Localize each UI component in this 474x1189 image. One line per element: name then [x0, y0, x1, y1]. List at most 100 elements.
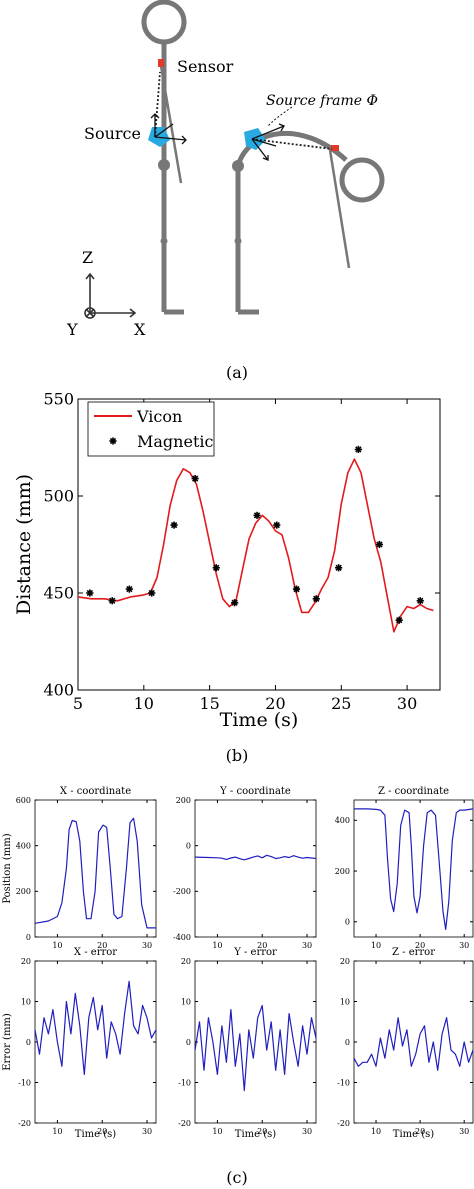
chart-c6-ytick-label: 0	[345, 1038, 350, 1047]
label-sensor: Sensor	[177, 57, 234, 76]
label-source-frame: Source frame Φ	[266, 93, 378, 109]
chart-b-magnetic-point	[416, 597, 424, 605]
chart-c6-ytick-label: 20	[340, 957, 350, 966]
right-figure-arm	[328, 149, 351, 269]
chart-c2-ytick-label: -400	[173, 933, 191, 942]
chart-c4-ytick-label: 10	[21, 997, 31, 1006]
chart-c4-ytick-label: 20	[21, 957, 31, 966]
chart-c2-plot-frame	[194, 799, 317, 938]
chart-c2-xtick-label: 30	[302, 941, 312, 950]
axis-label-y: Y	[66, 320, 78, 339]
chart-b-magnetic-point-stroke	[231, 599, 238, 606]
chart-c4-ytick-label: -20	[18, 1119, 31, 1128]
right-figure-head	[339, 157, 385, 203]
chart-c4-ytick-label: 0	[26, 1038, 31, 1047]
chart-b-magnetic-point	[375, 540, 384, 549]
chart-c1-xtick-label: 30	[142, 941, 152, 950]
chart-b-magnetic-point-stroke	[273, 521, 280, 529]
chart-b-ylabel: Distance (mm)	[13, 474, 35, 615]
chart-b-magnetic-point	[292, 585, 301, 593]
right-sensor-marker	[331, 145, 339, 151]
label-source: Source	[84, 124, 141, 143]
chart-b-magnetic-point-stroke	[148, 589, 155, 597]
left-figure-knee-joint	[160, 237, 168, 245]
chart-c3-plot-frame	[353, 799, 474, 938]
chart-c5-xtick-label: 30	[302, 1127, 312, 1136]
chart-b-magnetic-point-stroke	[86, 589, 94, 597]
axis-label-x: X	[134, 320, 146, 339]
chart-c3-title: Z - coordinate	[378, 786, 449, 797]
chart-b-magnetic-point	[125, 585, 133, 593]
chart-c3-ytick-label: 400	[335, 816, 350, 825]
chart-c4-title: X - error	[74, 947, 117, 958]
chart-b-magnetic-point-stroke	[335, 564, 342, 571]
chart-c4-xlabel: Time (s)	[75, 1129, 116, 1140]
right-source-marker	[244, 128, 266, 150]
chart-b-magnetic-point-stroke	[213, 564, 220, 571]
chart-b-magnetic-point-stroke	[253, 512, 261, 519]
chart-b-xtick-label: 5	[73, 694, 83, 713]
chart-c4-ytick-label: -10	[18, 1078, 31, 1087]
chart-c4-series-line	[34, 980, 157, 1076]
chart-b-magnetic-point-stroke	[417, 597, 424, 604]
chart-c3-xtick-label: 20	[415, 941, 425, 950]
chart-c5-ytick-label: 0	[186, 1038, 191, 1047]
chart-c6-plot-frame	[353, 960, 474, 1124]
chart-b-xtick-label: 20	[265, 694, 285, 713]
chart-c3-ytick-label: 200	[335, 867, 350, 876]
panel-a-diagram: Sensor Source Source frame Φ Z X Y (a)	[66, 0, 385, 382]
chart-b-magnetic-point-stroke	[170, 521, 178, 529]
chart-b-legend-label-vicon: Vicon	[136, 407, 182, 426]
chart-c2-series-line	[194, 854, 317, 861]
panel-b-chart: 5 10 15 20 25 30 400 450 500 550 Time (s) Distance …	[13, 390, 441, 731]
chart-c3-xtick-label: 30	[459, 941, 469, 950]
left-figure-head	[141, 0, 187, 45]
chart-b-series-line-vicon	[77, 458, 434, 633]
chart-c5-series-line	[194, 1004, 317, 1092]
chart-b-magnetic-point	[312, 595, 320, 603]
chart-b-magnetic-point	[108, 597, 116, 605]
chart-c5-xtick-label: 20	[257, 1127, 267, 1136]
chart-b-magnetic-point-stroke	[191, 475, 199, 482]
chart-b-plot-frame	[77, 398, 441, 691]
chart-c2-ytick-label: 200	[176, 796, 191, 805]
right-source-frame-arrows-icon	[251, 123, 285, 161]
chart-c4-xtick-label: 30	[142, 1127, 152, 1136]
chart-c4-plot-frame	[34, 960, 157, 1124]
right-figure-torso	[235, 130, 348, 167]
chart-b-magnetic-point-stroke	[126, 585, 133, 593]
chart-b-legend-star-stroke	[109, 437, 117, 445]
chart-c6-xtick-label: 30	[459, 1127, 469, 1136]
chart-b-magnetic-point-stroke	[109, 597, 116, 604]
chart-c2-title: Y - coordinate	[219, 786, 291, 797]
caption-a: (a)	[226, 363, 248, 382]
chart-c3-series-line	[354, 808, 474, 931]
chart-c1-plot-frame	[34, 799, 157, 938]
chart-c6-xlabel: Time (s)	[393, 1129, 434, 1140]
chart-b-xlabel: Time (s)	[220, 709, 299, 731]
chart-c3-xtick-label: 10	[371, 941, 381, 950]
chart-c1-ytick-label: 200	[16, 887, 31, 896]
chart-b-magnetic-point-stroke	[396, 617, 403, 624]
chart-c5-xtick-label: 10	[212, 1127, 222, 1136]
chart-c4-xtick-label: 10	[52, 1127, 62, 1136]
chart-c6-xtick-label: 20	[415, 1127, 425, 1136]
chart-b-magnetic-point	[191, 474, 199, 483]
chart-c1-series-line	[34, 817, 156, 929]
left-sensor-marker	[158, 59, 164, 67]
chart-b-xtick-label: 10	[134, 694, 154, 713]
chart-c4-xtick-label: 20	[97, 1127, 107, 1136]
chart-b-ytick-label: 550	[43, 390, 74, 409]
chart-c1-ylabel: Position (mm)	[2, 833, 13, 903]
right-source-sensor-link	[251, 138, 333, 150]
chart-c1-xtick-label: 10	[52, 941, 62, 950]
chart-c6-ytick-label: 10	[340, 997, 350, 1006]
axis-label-z: Z	[82, 248, 93, 267]
chart-c3-ytick-label: 0	[345, 918, 350, 927]
chart-c1-ytick-label: 600	[16, 796, 31, 805]
right-figure-knee-joint	[234, 237, 242, 245]
chart-b-magnetic-point	[170, 521, 178, 529]
chart-c1-xtick-label: 20	[97, 941, 107, 950]
chart-b-xtick-label: 30	[397, 694, 417, 713]
